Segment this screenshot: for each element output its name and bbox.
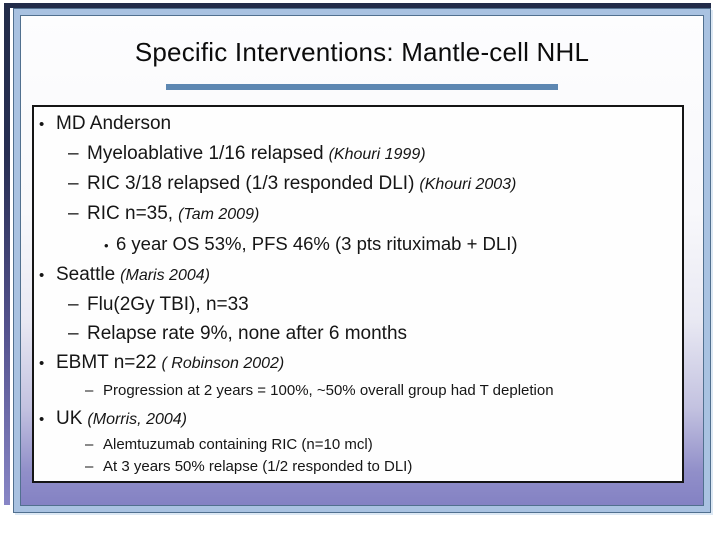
- bullet-marker-icon: •: [39, 411, 45, 428]
- bullet-marker-icon: –: [85, 382, 94, 399]
- bullet-line: • UK (Morris, 2004): [34, 404, 682, 434]
- bullet-line: – RIC 3/18 relapsed (1/3 responded DLI) …: [34, 169, 682, 199]
- bullet-text: Relapse rate 9%, none after 6 months: [87, 323, 408, 344]
- bullet-text: MD Anderson: [56, 113, 172, 134]
- bullet-text: Flu(2Gy TBI), n=33: [87, 294, 249, 315]
- content-box: • MD Anderson – Myeloablative 1/16 relap…: [32, 105, 684, 483]
- bullet-citation: (Morris, 2004): [87, 411, 187, 428]
- bullet-marker-icon: –: [68, 203, 79, 224]
- bullet-text: At 3 years 50% relapse (1/2 responded to…: [103, 458, 413, 475]
- bullet-list: • MD Anderson – Myeloablative 1/16 relap…: [34, 109, 682, 478]
- bullet-text: RIC n=35,: [87, 203, 174, 224]
- bullet-text: UK: [56, 408, 83, 429]
- bullet-marker-icon: –: [68, 143, 79, 164]
- bullet-marker-icon: –: [85, 436, 94, 453]
- page-title: Specific Interventions: Mantle-cell NHL: [134, 37, 590, 67]
- bullet-text: EBMT n=22: [56, 352, 157, 373]
- bullet-marker-icon: –: [85, 458, 94, 475]
- bullet-line: • EBMT n=22 ( Robinson 2002): [34, 348, 682, 378]
- bullet-citation: (Tam 2009): [178, 206, 260, 223]
- bullet-marker-icon: •: [39, 116, 45, 133]
- bullet-line: – Relapse rate 9%, none after 6 months: [34, 319, 682, 348]
- bullet-text: RIC 3/18 relapsed (1/3 responded DLI): [87, 173, 415, 194]
- bullet-marker-icon: •: [39, 267, 45, 284]
- bullet-line: – At 3 years 50% relapse (1/2 responded …: [34, 456, 682, 478]
- bullet-line: • Seattle (Maris 2004): [34, 260, 682, 290]
- bullet-line: • MD Anderson: [34, 109, 682, 139]
- bullet-text: Seattle: [56, 264, 116, 285]
- bullet-text: Alemtuzumab containing RIC (n=10 mcl): [103, 436, 373, 453]
- bullet-marker-icon: –: [68, 294, 79, 315]
- bullet-text: Progression at 2 years = 100%, ~50% over…: [103, 382, 554, 399]
- bullet-citation: ( Robinson 2002): [161, 355, 285, 372]
- bullet-marker-icon: •: [104, 238, 109, 253]
- bullet-marker-icon: –: [68, 173, 79, 194]
- slide-frame: Specific Interventions: Mantle-cell NHL …: [14, 9, 710, 512]
- slide-body: Specific Interventions: Mantle-cell NHL …: [20, 15, 704, 506]
- bullet-line: – Progression at 2 years = 100%, ~50% ov…: [34, 378, 682, 404]
- bullet-citation: (Khouri 2003): [419, 176, 517, 193]
- top-accent-bar: [4, 3, 711, 8]
- bullet-marker-icon: –: [68, 323, 79, 344]
- bullet-line: – Alemtuzumab containing RIC (n=10 mcl): [34, 434, 682, 456]
- bullet-line: – RIC n=35, (Tam 2009): [34, 199, 682, 229]
- left-accent-bar: [4, 3, 10, 505]
- bullet-text: 6 year OS 53%, PFS 46% (3 pts rituximab …: [116, 233, 518, 254]
- bullet-line: – Myeloablative 1/16 relapsed (Khouri 19…: [34, 139, 682, 169]
- bullet-text: Myeloablative 1/16 relapsed: [87, 143, 324, 164]
- title-divider-bar: [166, 84, 558, 90]
- bullet-citation: (Maris 2004): [120, 267, 210, 284]
- bullet-marker-icon: •: [39, 355, 45, 372]
- bullet-line: • 6 year OS 53%, PFS 46% (3 pts rituxima…: [34, 229, 682, 260]
- bullet-line: – Flu(2Gy TBI), n=33: [34, 290, 682, 319]
- bullet-citation: (Khouri 1999): [328, 146, 426, 163]
